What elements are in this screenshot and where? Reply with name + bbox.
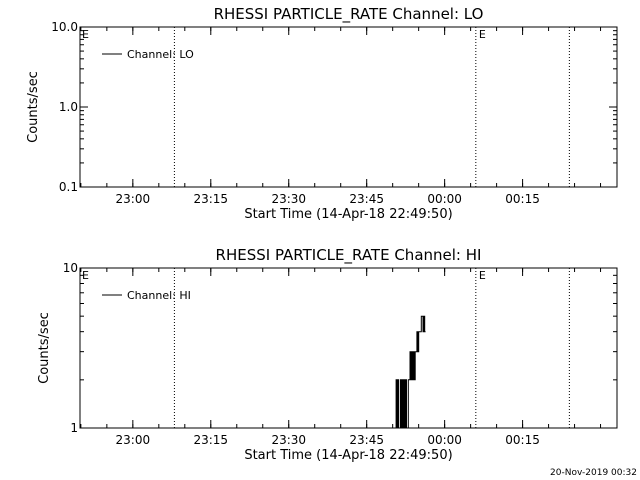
x-tick-label: 23:15	[193, 433, 228, 447]
x-tick-label: 23:30	[271, 192, 306, 206]
left-flag-label: E	[82, 28, 89, 41]
plot-timestamp: 20-Nov-2019 00:32	[550, 468, 637, 478]
legend-label: Channel: HI	[127, 289, 191, 302]
x-tick-label: 23:00	[116, 433, 151, 447]
x-tick-label: 23:45	[349, 433, 384, 447]
y-tick-label: 10	[63, 261, 78, 275]
chart-title: RHESSI PARTICLE_RATE Channel: HI	[216, 246, 482, 265]
x-axis-label: Start Time (14-Apr-18 22:49:50)	[244, 448, 452, 463]
plot-frame	[79, 267, 618, 429]
y-tick-label: 1.0	[59, 100, 78, 114]
chart-title: RHESSI PARTICLE_RATE Channel: LO	[214, 5, 484, 24]
left-flag-label: E	[82, 269, 89, 282]
y-tick-label: 1	[70, 421, 78, 435]
lo-channel-panel: RHESSI PARTICLE_RATE Channel: LO 0.1 1.0 10…	[26, 5, 618, 222]
x-tick-label: 23:00	[116, 192, 151, 206]
series-line	[395, 315, 426, 429]
y-axis-label: Counts/sec	[26, 71, 41, 143]
x-tick-label: 23:45	[349, 192, 384, 206]
x-tick-label: 00:00	[427, 433, 462, 447]
y-tick-label: 0.1	[59, 180, 78, 194]
x-axis-label: Start Time (14-Apr-18 22:49:50)	[244, 207, 452, 222]
event-marker-label: E	[479, 269, 486, 282]
y-tick-label: 10.0	[51, 20, 78, 34]
legend-label: Channel: LO	[127, 48, 194, 61]
x-tick-label: 23:15	[193, 192, 228, 206]
x-tick-label: 00:00	[427, 192, 462, 206]
event-marker-label: E	[479, 28, 486, 41]
x-tick-label: 00:15	[505, 192, 540, 206]
x-tick-label: 23:30	[271, 433, 306, 447]
y-axis-label: Counts/sec	[37, 312, 52, 384]
hi-channel-panel: RHESSI PARTICLE_RATE Channel: HI 1 10 23:00…	[37, 246, 618, 463]
x-tick-label: 00:15	[505, 433, 540, 447]
